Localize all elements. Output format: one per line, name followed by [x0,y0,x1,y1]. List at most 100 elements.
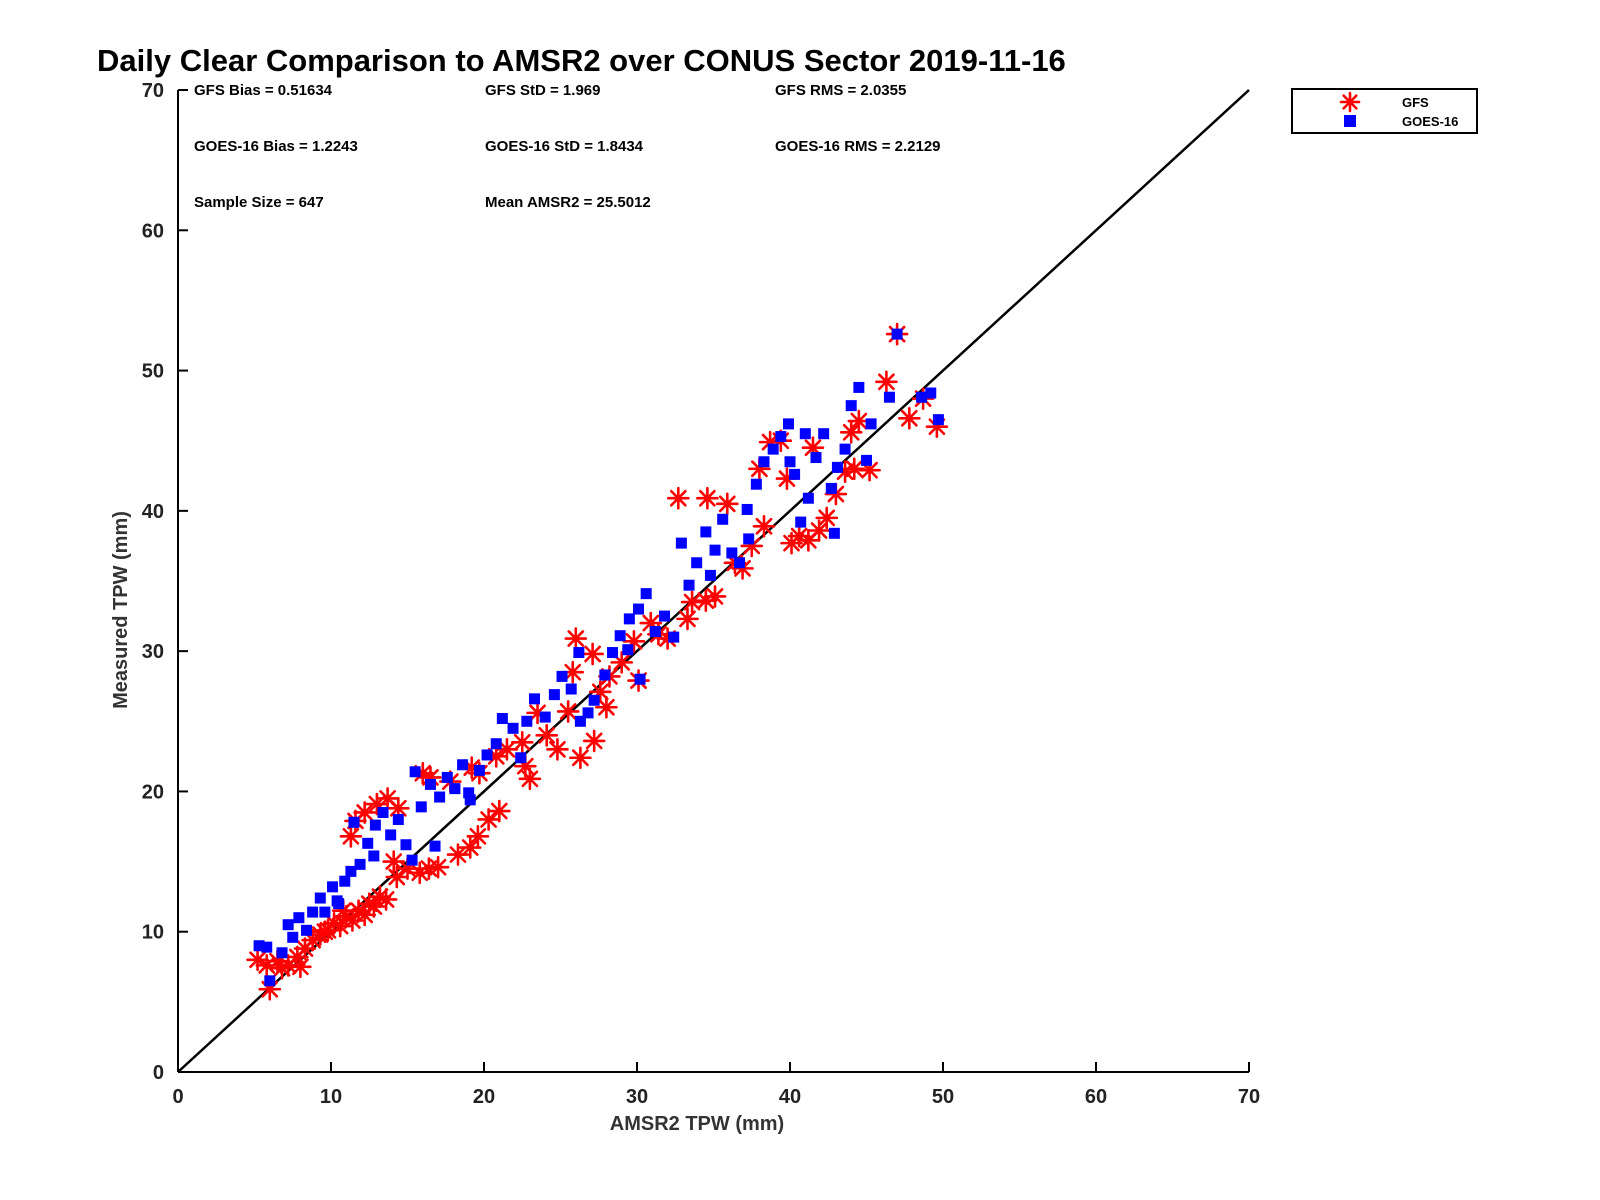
goes16-point [726,547,738,559]
goes16-point [573,647,585,659]
series-gfs [246,322,949,1001]
goes16-point [795,516,807,528]
goes16-point [828,527,840,539]
gfs-point [925,415,949,438]
goes16-point [607,647,619,659]
goes16-point [362,837,374,849]
goes16-point [293,912,305,924]
x-tick-label: 30 [626,1086,648,1108]
gfs-point [289,955,312,979]
goes16-point [457,759,469,771]
gfs-point [715,492,739,516]
chart-title: Daily Clear Comparison to AMSR2 over CON… [97,43,1066,78]
goes16-point [464,794,476,806]
gfs-point [752,514,776,538]
goes16-point [640,588,652,600]
goes16-point [767,443,779,455]
legend-label: GOES-16 [1402,114,1458,129]
goes16-point [634,673,646,685]
x-tick-label: 70 [1238,1086,1260,1108]
goes16-point [377,806,389,818]
goes16-point [565,683,577,695]
goes16-point [691,557,703,569]
x-tick-label: 10 [320,1086,342,1108]
goes16-point [348,816,360,828]
y-tick-label: 50 [142,361,164,383]
gfs-point [569,746,592,770]
gfs-point [556,700,580,723]
goes16-point [253,940,265,952]
goes16-point [916,391,928,403]
goes16-point [314,892,326,904]
goes16-point [392,813,404,825]
gfs-point [582,729,606,753]
gfs-point [495,738,519,761]
goes16-point [668,631,680,643]
gfs-point [588,680,612,704]
x-tick-label: 0 [172,1086,183,1108]
goes16-point [622,644,634,656]
goes16-point [481,749,493,761]
data-points [246,322,949,1001]
gfs-point [353,801,376,824]
stat-text: Sample Size = 647 [194,194,324,211]
goes16-point [319,906,331,918]
goes16-point [789,468,801,480]
x-tick-label: 50 [932,1086,954,1108]
series-goes-16 [253,328,944,987]
gfs-point [680,590,704,614]
goes16-point [883,391,895,403]
goes16-point [264,975,276,987]
gfs-point [694,589,718,612]
gfs-point [426,855,450,879]
gfs-point [385,865,409,889]
gfs-point [847,409,871,433]
goes16-point [659,610,671,622]
goes16-point [623,613,635,625]
goes16-point [704,569,716,581]
gfs-point [313,920,337,944]
gfs-point [875,370,898,394]
goes16-point [818,428,830,440]
gfs-point [270,956,294,980]
goes16-point [683,579,695,591]
goes16-point [301,924,313,936]
stat-text: GOES-16 RMS = 2.2129 [775,138,941,155]
gfs-point [564,627,588,650]
goes16-point [434,791,446,803]
gfs-point [546,738,569,761]
gfs-point [339,825,363,848]
goes16-point [528,693,540,705]
y-tick-label: 30 [142,641,164,663]
y-tick-label: 40 [142,501,164,523]
legend-marker-goes16 [1344,115,1356,127]
y-tick-label: 10 [142,922,164,944]
gfs-point [458,836,482,859]
x-tick-label: 40 [779,1086,801,1108]
goes16-point [758,456,770,468]
goes16-point [345,865,357,877]
stat-text: Mean AMSR2 = 25.5012 [485,194,651,211]
gfs-point [581,642,604,666]
goes16-point [825,482,837,494]
goes16-point [368,850,380,862]
gfs-point [535,724,559,747]
goes16-point [424,778,436,790]
goes16-point [802,492,814,504]
goes16-point [675,537,687,549]
goes16-point [831,461,843,473]
goes16-point [574,715,586,727]
goes16-point [261,941,273,953]
goes16-point [515,752,527,764]
goes16-point [409,766,421,778]
goes16-point [369,819,381,831]
goes16-point [717,513,729,525]
gfs-point [696,486,719,510]
goes16-point [750,478,762,490]
gfs-point [510,731,534,754]
gfs-point [815,506,839,530]
goes16-point [276,947,288,959]
goes16-point [327,881,339,893]
goes16-point [588,694,600,706]
